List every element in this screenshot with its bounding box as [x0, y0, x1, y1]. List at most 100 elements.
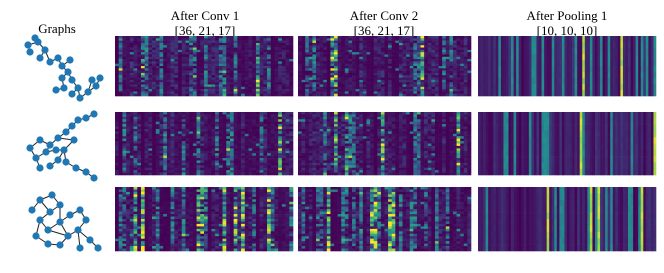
heatmap-cell — [413, 59, 417, 62]
heatmap-cell — [119, 73, 123, 76]
heatmap-cell — [163, 78, 167, 81]
heatmap-cell — [421, 52, 425, 55]
heatmap-cell — [245, 57, 249, 60]
heatmap-cell — [193, 43, 197, 46]
heatmap-cell — [370, 119, 374, 122]
heatmap-cell — [539, 72, 542, 78]
heatmap-cell — [178, 52, 182, 55]
heatmap-cell — [413, 61, 417, 64]
heatmap-cell — [174, 80, 178, 83]
heatmap-cell — [260, 168, 264, 171]
heatmap-cell — [137, 156, 141, 159]
heatmap-cell — [585, 54, 588, 60]
heatmap-cell — [643, 48, 646, 54]
heatmap-cell — [152, 54, 156, 57]
heatmap-cell — [377, 131, 381, 134]
heatmap-cell — [529, 42, 532, 48]
heatmap-cell — [256, 117, 260, 120]
heatmap-cell — [646, 78, 649, 84]
heatmap-cell — [163, 127, 167, 130]
heatmap-cell — [392, 87, 396, 90]
heatmap-cell — [345, 114, 349, 117]
heatmap-cell — [282, 136, 286, 139]
heatmap-cell — [126, 156, 130, 159]
heatmap-cell — [241, 75, 245, 78]
heatmap-cell — [388, 134, 392, 137]
heatmap-cell — [271, 156, 275, 159]
heatmap-cell — [249, 43, 253, 46]
heatmap-cell — [316, 71, 320, 74]
heatmap-cell — [156, 43, 160, 46]
heatmap-cell — [460, 119, 464, 122]
heatmap-cell — [359, 66, 363, 69]
heatmap-cell — [126, 59, 130, 62]
heatmap-cell — [160, 127, 164, 130]
heatmap-cell — [348, 71, 352, 74]
heatmap-cell — [115, 87, 119, 90]
heatmap-cell — [323, 78, 327, 81]
heatmap-cell — [286, 168, 290, 171]
heatmap-cell — [478, 66, 481, 72]
heatmap-cell — [559, 90, 562, 96]
heatmap-cell — [618, 42, 621, 48]
heatmap-cell — [486, 84, 489, 90]
heatmap-cell — [197, 80, 201, 83]
heatmap-cell — [274, 91, 278, 94]
heatmap-cell — [413, 94, 417, 97]
heatmap-cell — [570, 42, 573, 48]
heatmap-cell — [271, 122, 275, 125]
heatmap-cell — [651, 66, 654, 72]
heatmap-cell — [554, 36, 557, 42]
heatmap-cell — [467, 64, 471, 67]
heatmap-cell — [435, 114, 439, 117]
heatmap-cell — [638, 84, 641, 90]
heatmap-cell — [263, 139, 267, 142]
heatmap-cell — [298, 124, 302, 127]
heatmap-cell — [370, 50, 374, 53]
heatmap-cell — [320, 84, 324, 87]
heatmap-cell — [178, 87, 182, 90]
heatmap-cell — [424, 87, 428, 90]
heatmap-cell — [570, 78, 573, 84]
heatmap-cell — [126, 165, 130, 168]
heatmap-cell — [252, 124, 256, 127]
heatmap-cell — [193, 168, 197, 171]
heatmap-cell — [219, 71, 223, 74]
heatmap-cell — [439, 36, 443, 39]
heatmap-cell — [289, 119, 293, 122]
heatmap-cell — [442, 43, 446, 46]
heatmap-cell — [274, 114, 278, 117]
heatmap-cell — [289, 114, 293, 117]
heatmap-cell — [126, 75, 130, 78]
heatmap-cell — [446, 48, 450, 51]
heatmap-cell — [223, 61, 227, 64]
heatmap-cell — [341, 48, 345, 51]
heatmap-cell — [171, 66, 175, 69]
heatmap-cell — [271, 134, 275, 137]
heatmap-cell — [126, 48, 130, 51]
heatmap-cell — [119, 89, 123, 92]
heatmap-cell — [388, 54, 392, 57]
heatmap-cell — [377, 48, 381, 51]
heatmap-cell — [215, 84, 219, 87]
heatmap-cell — [274, 48, 278, 51]
heatmap-cell — [431, 71, 435, 74]
heatmap-cell — [345, 87, 349, 90]
heatmap-cell — [289, 52, 293, 55]
heatmap-cell — [204, 89, 208, 92]
heatmap-cell — [119, 66, 123, 69]
heatmap-cell — [230, 117, 234, 120]
heatmap-cell — [252, 148, 256, 151]
heatmap-cell — [249, 78, 253, 81]
heatmap-cell — [381, 71, 385, 74]
heatmap-cell — [267, 36, 271, 39]
heatmap-cell — [316, 124, 320, 127]
heatmap-cell — [215, 165, 219, 168]
heatmap-cell — [316, 112, 320, 115]
heatmap-cell — [260, 59, 264, 62]
heatmap-cell — [200, 71, 204, 74]
heatmap-cell — [381, 41, 385, 44]
heatmap-cell — [334, 71, 338, 74]
heatmap-cell — [263, 82, 267, 85]
heatmap-cell — [171, 91, 175, 94]
